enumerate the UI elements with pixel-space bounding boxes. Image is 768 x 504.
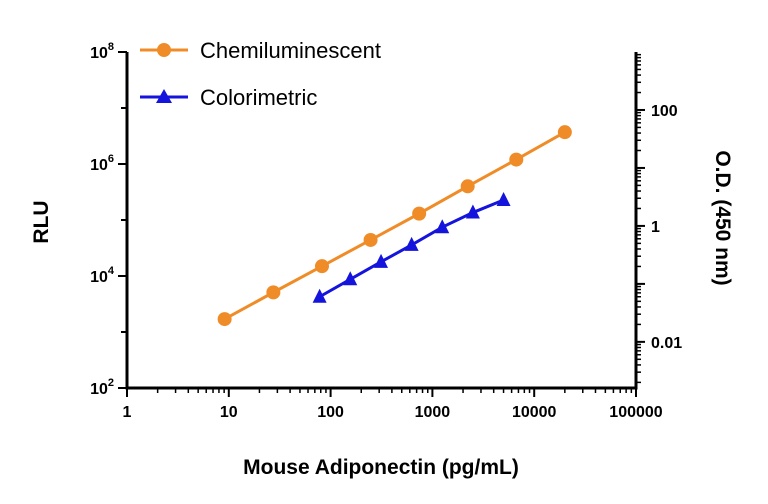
x-tick-label: 100000 (609, 404, 662, 421)
data-point (412, 206, 427, 221)
y2-axis-title: O.D. (450 nm) (711, 150, 734, 285)
data-point (557, 125, 572, 140)
data-point (217, 312, 232, 327)
data-point (314, 259, 329, 274)
legend-label-colorimetric: Colorimetric (200, 85, 317, 110)
legend-label-chemiluminescent: Chemiluminescent (200, 38, 381, 63)
series-layer (217, 125, 572, 327)
legend-marker-chemiluminescent (157, 43, 171, 57)
y-tick-label: 102 (90, 377, 114, 398)
data-point (374, 253, 389, 268)
legend-marker-colorimetric (156, 89, 172, 103)
y2-tick-label: 100 (651, 103, 678, 120)
data-point (343, 271, 358, 286)
data-point (460, 179, 475, 194)
data-point (509, 152, 524, 167)
y-axis-title: RLU (30, 200, 53, 243)
series-chemiluminescent (217, 125, 572, 327)
x-tick-label: 10000 (512, 404, 557, 421)
y-tick-label: 108 (90, 41, 114, 62)
data-point (435, 219, 450, 234)
data-point (404, 236, 419, 251)
series-colorimetric (312, 191, 511, 303)
series-line (223, 130, 566, 321)
legend-item-chemiluminescent: Chemiluminescent (140, 38, 381, 63)
x-tick-label: 1000 (415, 404, 451, 421)
data-point (266, 285, 281, 300)
y-tick-label: 104 (90, 265, 115, 286)
ticks: 1 10 100 1000 10000 100000 102 104 106 108 0.01 1 10… (90, 41, 682, 421)
x-axis-title: Mouse Adiponectin (pg/mL) (243, 456, 519, 479)
data-point (363, 232, 378, 247)
data-point (465, 204, 480, 219)
x-tick-label: 1 (123, 404, 132, 421)
legend: Chemiluminescent Colorimetric (140, 38, 381, 110)
data-point (496, 191, 511, 206)
x-tick-label: 10 (220, 404, 238, 421)
y2-tick-label: 0.01 (651, 335, 682, 352)
y2-tick-label: 1 (651, 219, 660, 236)
y-tick-label: 106 (90, 153, 114, 174)
legend-item-colorimetric: Colorimetric (140, 85, 317, 110)
x-tick-label: 100 (317, 404, 344, 421)
data-point (312, 288, 327, 303)
